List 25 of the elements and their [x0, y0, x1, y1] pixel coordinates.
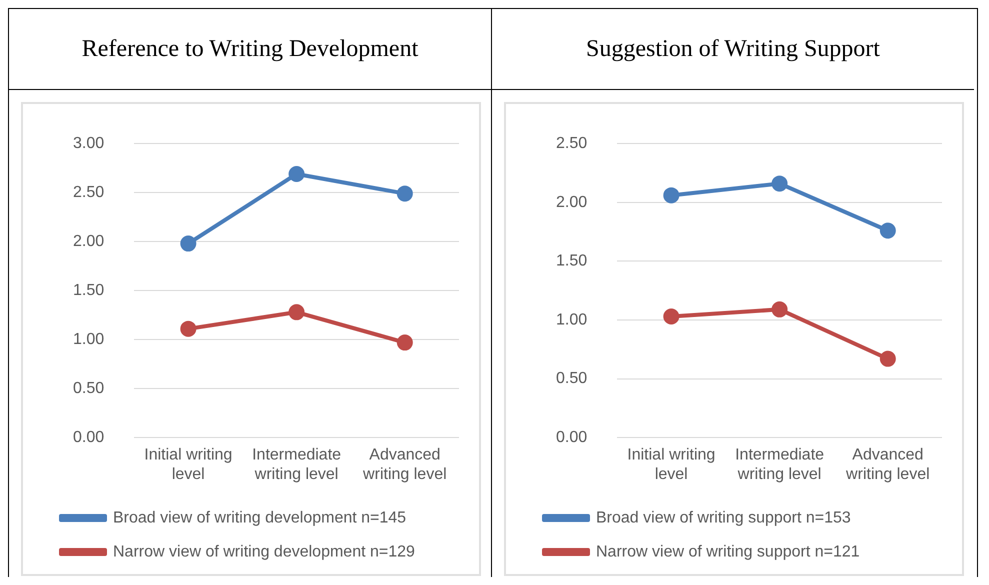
chart-title: Reference to Writing Development: [9, 9, 491, 90]
x-tick-label: Initial writing level: [144, 446, 232, 483]
y-tick-label: 1.00: [73, 331, 104, 348]
y-tick-label: 1.50: [556, 252, 588, 270]
x-tick-label: Intermediate writing level: [735, 446, 824, 483]
y-tick-label: 2.50: [556, 135, 588, 152]
y-tick-label: 2.00: [73, 233, 104, 250]
legend-label: Broad view of writing support n=153: [596, 509, 851, 526]
y-tick-label: 0.50: [556, 370, 588, 388]
chart-title: Suggestion of Writing Support: [492, 9, 974, 90]
x-tick-label: Intermediate writing level: [252, 446, 342, 483]
x-tick-label: Advanced writing level: [845, 446, 930, 483]
legend-label: Narrow view of writing support n=121: [596, 543, 860, 560]
x-tick-label: Advanced writing level: [362, 446, 447, 483]
y-tick-label: 0.50: [73, 380, 104, 398]
y-tick-label: 0.00: [73, 429, 104, 446]
y-tick-label: 0.00: [556, 429, 588, 446]
y-tick-label: 2.50: [73, 184, 104, 202]
y-tick-label: 1.50: [73, 282, 104, 300]
y-tick-label: 2.00: [556, 194, 588, 211]
legend-label: Narrow view of writing development n=129: [113, 543, 416, 560]
x-tick-label: Initial writing level: [627, 446, 716, 483]
y-tick-label: 3.00: [73, 135, 104, 152]
legend-label: Broad view of writing development n=145: [113, 509, 406, 526]
y-tick-label: 1.00: [556, 311, 588, 328]
